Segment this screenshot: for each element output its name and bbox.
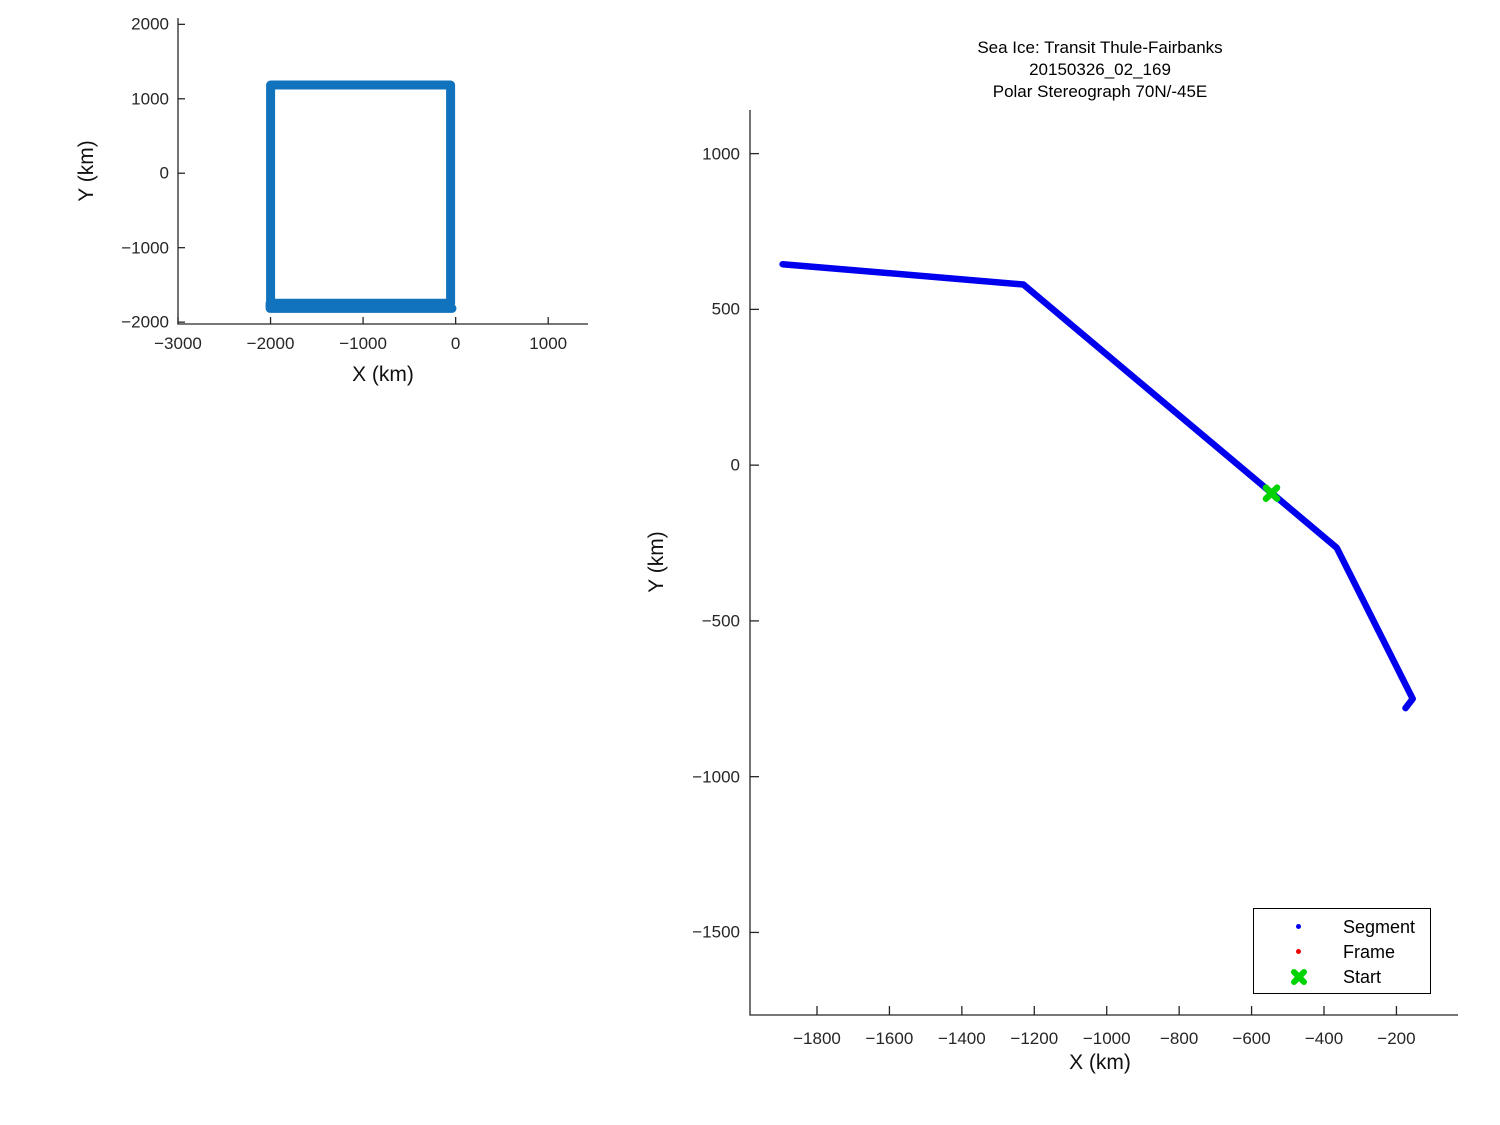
x-tick-label: −1000 <box>1082 1029 1131 1048</box>
x-tick-label: −2000 <box>246 334 295 353</box>
left-plot-y-axis-label: Y (km) <box>75 140 98 202</box>
footprint-overview-plot <box>177 18 588 325</box>
x-tick-label: −1000 <box>339 334 387 353</box>
y-tick-label: 1000 <box>702 144 740 164</box>
chart-title-line-1: Sea Ice: Transit Thule-Fairbanks <box>977 38 1223 57</box>
right-plot-y-axis-label: Y (km) <box>645 531 668 593</box>
legend-marker-cell <box>1254 949 1343 954</box>
legend-label-start: Start <box>1343 966 1382 987</box>
x-tick-label: −1400 <box>937 1029 986 1048</box>
y-tick-label: −1000 <box>692 767 740 787</box>
y-tick-label: −2000 <box>121 312 169 332</box>
legend-item-frame: Frame <box>1254 939 1430 964</box>
segment-track-line <box>779 260 1416 712</box>
transit-track-plot <box>749 110 1458 1016</box>
x-tick-label: 0 <box>450 334 461 353</box>
right-plot-x-axis-label: X (km) <box>1069 1051 1131 1074</box>
chart-title-line-3: Polar Stereograph 70N/-45E <box>992 82 1208 101</box>
frame-dot-icon <box>1296 949 1301 954</box>
x-tick-label: −1600 <box>865 1029 914 1048</box>
legend-item-segment: Segment <box>1254 914 1430 939</box>
legend-label-segment: Segment <box>1343 916 1416 937</box>
x-tick-label: 1000 <box>529 334 568 353</box>
x-tick-label: −1200 <box>1010 1029 1059 1048</box>
chart-title-line-2: 20150326_02_169 <box>1029 60 1171 79</box>
axes-spines <box>749 110 1458 1016</box>
x-tick-label: −400 <box>1304 1029 1344 1048</box>
swath-box-outline <box>265 80 457 313</box>
x-tick-label: −200 <box>1377 1029 1416 1048</box>
legend-label-frame: Frame <box>1343 941 1396 962</box>
y-tick-label: 500 <box>711 299 740 319</box>
x-tick-label: −600 <box>1232 1029 1271 1048</box>
y-tick-label: 1000 <box>131 89 169 109</box>
legend-marker-cell <box>1254 924 1343 929</box>
legend: Segment Frame Start <box>1253 908 1431 994</box>
segment-dot-icon <box>1296 924 1301 929</box>
y-tick-label: 2000 <box>131 14 169 34</box>
start-marker <box>1262 484 1281 502</box>
y-tick-label: −500 <box>701 611 740 631</box>
y-tick-label: 0 <box>159 163 169 183</box>
axes-spines <box>177 18 588 325</box>
left-plot-x-axis-label: X (km) <box>352 363 414 386</box>
y-tick-label: −1500 <box>692 922 740 942</box>
x-tick-label: −800 <box>1159 1029 1199 1048</box>
x-tick-label: −3000 <box>154 334 202 353</box>
legend-item-start: Start <box>1254 964 1430 989</box>
chart-title: Sea Ice: Transit Thule-Fairbanks 2015032… <box>977 37 1222 103</box>
y-tick-label: 0 <box>730 455 740 475</box>
start-cross-icon <box>1290 968 1307 985</box>
legend-marker-cell <box>1254 967 1343 987</box>
y-tick-label: −1000 <box>121 238 169 258</box>
x-tick-label: −1800 <box>793 1029 841 1048</box>
